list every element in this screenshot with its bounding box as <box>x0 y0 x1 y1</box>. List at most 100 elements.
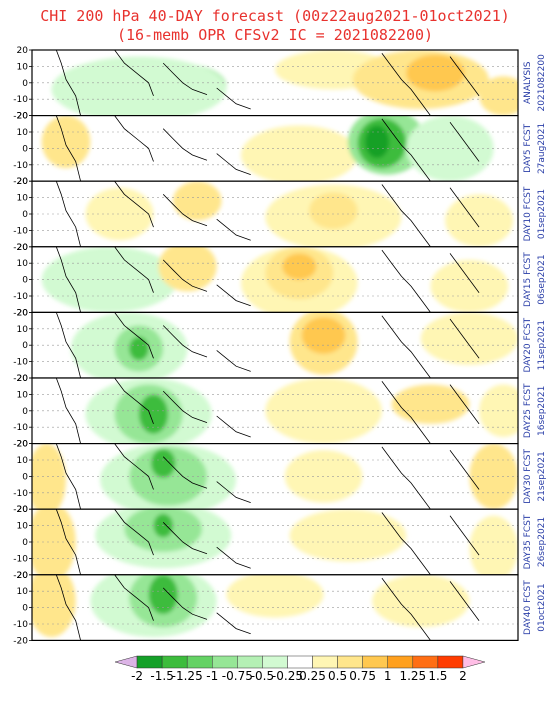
y-tick-label: 10 <box>17 259 29 269</box>
forecast-panel: 20 10 0 -10 -20 DAY20 FCST 11sep2021 <box>13 308 547 384</box>
y-tick-label: 0 <box>22 604 28 614</box>
forecast-panel: 20 10 0 -10 -20 DAY35 FCST 26sep2021 <box>13 505 547 581</box>
panel-label: DAY20 FCST <box>523 317 533 372</box>
y-tick-label: -10 <box>13 554 28 564</box>
y-tick-label: -20 <box>13 177 28 187</box>
colorbar: -2 -1.5-1.25 -1 -0.75-0.5-0.250.25 0.5 0.75 1 1… <box>114 655 486 683</box>
anomaly-region <box>479 76 518 116</box>
colorbar-label: -1.5 <box>150 669 173 683</box>
y-tick-label: 20 <box>17 374 29 384</box>
y-tick-label: -20 <box>13 571 28 581</box>
anomaly-region <box>32 574 76 638</box>
colorbar-swatch <box>186 655 213 669</box>
anomaly-region <box>391 384 470 424</box>
y-tick-label: -10 <box>13 161 28 171</box>
y-tick-label: -10 <box>13 489 28 499</box>
grid-lines <box>32 394 518 428</box>
grid-lines <box>32 590 518 625</box>
colorbar-swatch <box>136 655 163 669</box>
colorbar-swatch <box>437 655 464 669</box>
panel-label: ANALYSIS <box>523 61 533 104</box>
y-tick-label: -20 <box>13 505 28 515</box>
anomaly-region <box>158 246 217 292</box>
coastlines <box>55 443 480 510</box>
y-tick-label: -10 <box>13 292 28 302</box>
anomaly-region <box>430 259 509 313</box>
y-tick-label: 10 <box>17 522 29 532</box>
forecast-panel: 20 10 0 -10 -20 DAY10 FCST 01sep2021 <box>13 177 547 253</box>
colorbar-label: 1 <box>384 669 392 683</box>
coastlines <box>55 312 480 378</box>
panel-label: DAY5 FCST <box>523 123 533 172</box>
anomaly-region <box>172 181 222 221</box>
colorbar-label: 2 <box>459 669 467 683</box>
colorbar-swatch <box>287 655 313 669</box>
grid-lines <box>32 525 518 559</box>
colorbar-label: 0.5 <box>328 669 347 683</box>
panel-date: 11sep2021 <box>537 320 547 370</box>
anomaly-region <box>445 194 514 247</box>
panel-label: DAY40 FCST <box>523 580 533 635</box>
anomaly-region <box>138 394 169 434</box>
anomaly-region <box>129 336 149 361</box>
y-tick-label: 0 <box>22 341 28 351</box>
y-tick-label: -20 <box>13 243 28 253</box>
forecast-panel: 20 10 0 -10 -20 DAY40 FCST 01oct2021 <box>13 571 547 647</box>
panel-label: DAY35 FCST <box>523 514 533 569</box>
y-tick-label: 0 <box>22 538 28 548</box>
colorbar-swatch <box>412 655 439 669</box>
y-tick-label: 20 <box>17 243 29 253</box>
panel-date: 01sep2021 <box>537 189 547 239</box>
forecast-panel: 20 10 0 -10 -20 ANALYSIS 2021082200 <box>13 46 547 122</box>
colorbar-swatch <box>212 655 238 669</box>
y-tick-label: 0 <box>22 210 28 220</box>
grid-lines <box>32 459 518 494</box>
chart-title-line1: CHI 200 hPa 40-DAY forecast (00z22aug202… <box>40 7 510 25</box>
y-tick-label: -10 <box>13 423 28 433</box>
panel-label: DAY30 FCST <box>523 449 533 504</box>
y-tick-label: 0 <box>22 276 28 286</box>
grid-lines <box>32 262 518 297</box>
coastlines <box>55 509 480 575</box>
y-tick-label: -10 <box>13 95 28 105</box>
y-tick-label: -10 <box>13 620 28 630</box>
y-tick-label: 20 <box>17 112 29 122</box>
colorbar-label: -1 <box>206 669 218 683</box>
y-tick-label: 20 <box>17 571 29 581</box>
colorbar-label: 1.5 <box>428 669 447 683</box>
coastlines <box>55 378 480 444</box>
colorbar-swatch <box>237 655 263 669</box>
colorbar-label: -0.75 <box>222 669 253 683</box>
y-tick-label: -20 <box>13 374 28 384</box>
forecast-panel: 20 10 0 -10 -20 DAY15 FCST 06sep2021 <box>13 243 547 319</box>
y-tick-label: -20 <box>13 112 28 122</box>
anomaly-field <box>32 574 470 638</box>
anomaly-region <box>51 56 227 116</box>
anomaly-region <box>364 125 390 159</box>
panel-date: 16sep2021 <box>537 386 547 436</box>
colorbar-swatch <box>114 655 138 669</box>
anomaly-region <box>420 312 518 365</box>
colorbar-swatch <box>387 655 414 669</box>
y-tick-label: 20 <box>17 308 29 318</box>
forecast-panel: 20 10 0 -10 -20 DAY30 FCST 21sep2021 <box>13 440 547 516</box>
colorbar-swatch <box>362 655 388 669</box>
panel-date: 26sep2021 <box>537 517 547 567</box>
grid-lines <box>32 66 518 100</box>
grid-lines <box>32 131 518 166</box>
panel-date: 2021082200 <box>537 54 547 112</box>
colorbar-label: -1.25 <box>172 669 203 683</box>
anomaly-region <box>301 316 346 354</box>
y-tick-label: -20 <box>13 308 28 318</box>
grid-lines <box>32 197 518 231</box>
y-tick-label: -10 <box>13 358 28 368</box>
colorbar-swatch <box>312 655 338 669</box>
colorbar-swatch <box>462 655 486 669</box>
coastlines <box>55 115 480 182</box>
y-tick-label: 20 <box>17 440 29 450</box>
y-tick-label: -20 <box>13 636 28 646</box>
y-tick-label: 10 <box>17 587 29 597</box>
y-tick-label: 10 <box>17 456 29 466</box>
y-tick-label: 10 <box>17 62 29 72</box>
